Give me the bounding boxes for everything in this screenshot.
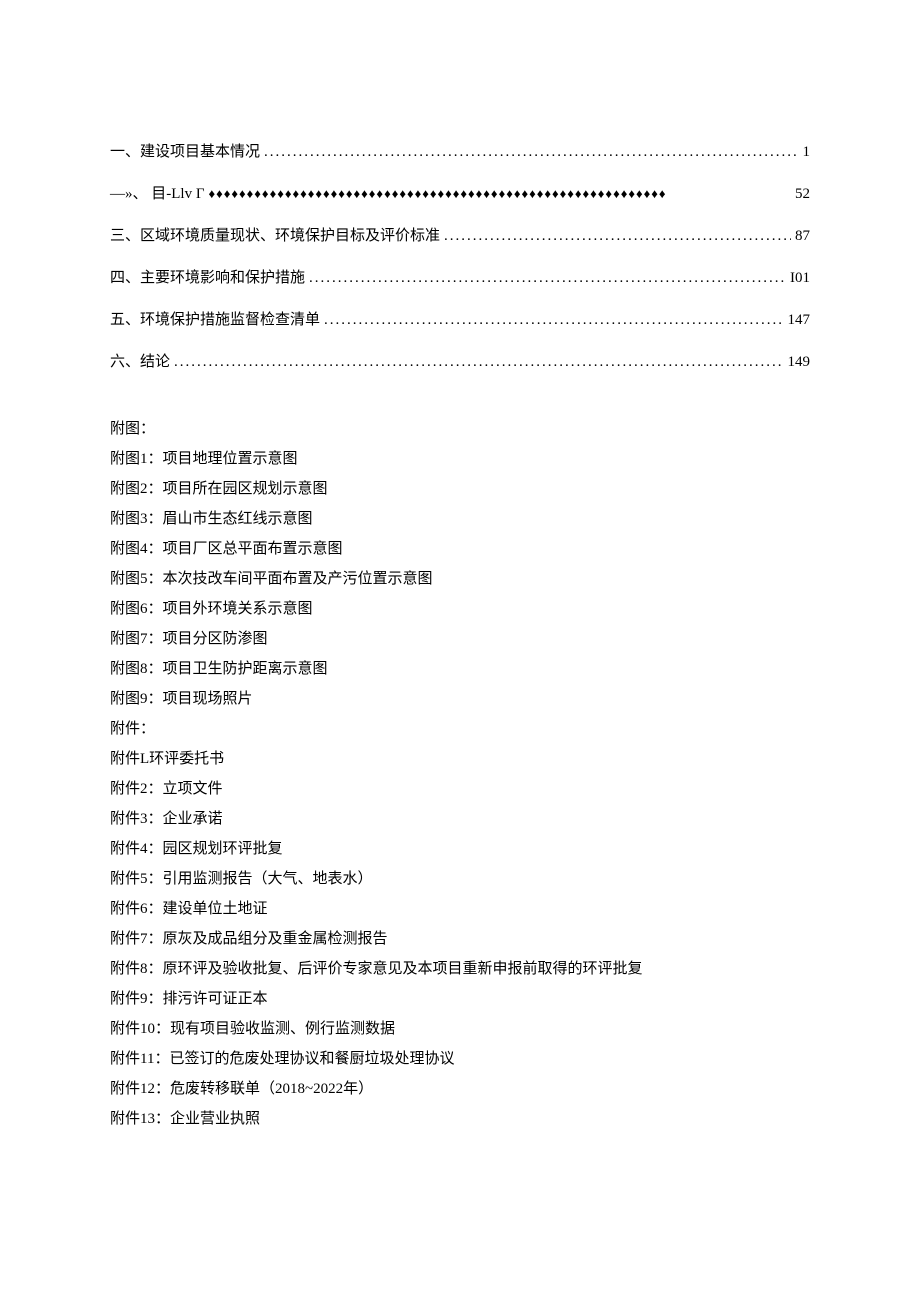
figure-item: 附图6：项目外环境关系示意图 (110, 594, 810, 624)
toc-entry: 五、环境保护措施监督检查清单 .........................… (110, 308, 810, 332)
figure-item: 附图3：眉山市生态红线示意图 (110, 504, 810, 534)
attachment-item: 附件10：现有项目验收监测、例行监测数据 (110, 1014, 810, 1044)
attachment-item: 附件7：原灰及成品组分及重金属检测报告 (110, 924, 810, 954)
toc-label: 一、建设项目基本情况 (110, 140, 260, 164)
table-of-contents: 一、建设项目基本情况 .............................… (110, 140, 810, 374)
toc-leader-dots: ........................................… (444, 224, 791, 248)
toc-label: 三、区域环境质量现状、环境保护目标及评价标准 (110, 224, 440, 248)
toc-entry: 六、结论 ...................................… (110, 350, 810, 374)
figure-item: 附图7：项目分区防渗图 (110, 624, 810, 654)
toc-leader-dots: ........................................… (309, 266, 786, 290)
attachment-item: 附件11：已签订的危废处理协议和餐厨垃圾处理协议 (110, 1044, 810, 1074)
toc-leader-diamonds: ♦♦♦♦♦♦♦♦♦♦♦♦♦♦♦♦♦♦♦♦♦♦♦♦♦♦♦♦♦♦♦♦♦♦♦♦♦♦♦♦… (209, 184, 792, 205)
figure-item: 附图4：项目厂区总平面布置示意图 (110, 534, 810, 564)
attachment-item: 附件9：排污许可证正本 (110, 984, 810, 1014)
toc-label: —»、 目-Llv Γ (110, 182, 205, 206)
figure-item: 附图9：项目现场照片 (110, 684, 810, 714)
attachments-header: 附件： (110, 714, 810, 744)
attachment-item: 附件12：危废转移联单（2018~2022年） (110, 1074, 810, 1104)
toc-entry: 四、主要环境影响和保护措施 ..........................… (110, 266, 810, 290)
toc-entry: 一、建设项目基本情况 .............................… (110, 140, 810, 164)
figure-item: 附图1：项目地理位置示意图 (110, 444, 810, 474)
attachment-item: 附件2：立项文件 (110, 774, 810, 804)
attachment-item: 附件4：园区规划环评批复 (110, 834, 810, 864)
toc-page-number: 52 (795, 182, 810, 206)
attachment-item: 附件3：企业承诺 (110, 804, 810, 834)
toc-page-number: I01 (790, 266, 810, 290)
attachment-item: 附件13：企业营业执照 (110, 1104, 810, 1134)
attachment-item: 附件5：引用监测报告（大气、地表水） (110, 864, 810, 894)
toc-page-number: 87 (795, 224, 810, 248)
toc-label: 五、环境保护措施监督检查清单 (110, 308, 320, 332)
toc-entry: —»、 目-Llv Γ ♦♦♦♦♦♦♦♦♦♦♦♦♦♦♦♦♦♦♦♦♦♦♦♦♦♦♦♦… (110, 182, 810, 206)
figures-header: 附图： (110, 414, 810, 444)
toc-leader-dots: ........................................… (174, 350, 783, 374)
attachment-item: 附件8：原环评及验收批复、后评价专家意见及本项目重新申报前取得的环评批复 (110, 954, 810, 984)
attachments-list: 附件： 附件L环评委托书 附件2：立项文件 附件3：企业承诺 附件4：园区规划环… (110, 714, 810, 1134)
figure-item: 附图5：本次技改车间平面布置及产污位置示意图 (110, 564, 810, 594)
toc-page-number: 1 (803, 140, 811, 164)
toc-leader-dots: ........................................… (324, 308, 783, 332)
attachment-item: 附件6：建设单位土地证 (110, 894, 810, 924)
toc-label: 四、主要环境影响和保护措施 (110, 266, 305, 290)
toc-leader-dots: ........................................… (264, 140, 798, 164)
figure-item: 附图2：项目所在园区规划示意图 (110, 474, 810, 504)
toc-label: 六、结论 (110, 350, 170, 374)
toc-entry: 三、区域环境质量现状、环境保护目标及评价标准 .................… (110, 224, 810, 248)
toc-page-number: 147 (788, 308, 811, 332)
figure-item: 附图8：项目卫生防护距离示意图 (110, 654, 810, 684)
attachment-item: 附件L环评委托书 (110, 744, 810, 774)
toc-page-number: 149 (788, 350, 811, 374)
figures-list: 附图： 附图1：项目地理位置示意图 附图2：项目所在园区规划示意图 附图3：眉山… (110, 414, 810, 714)
